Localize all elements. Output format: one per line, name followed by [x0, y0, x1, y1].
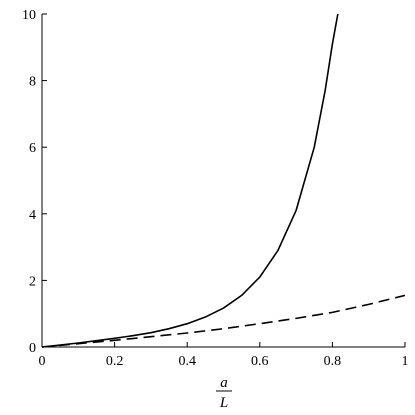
series-layer: [41, 13, 406, 348]
dashed-series-line: [41, 294, 406, 348]
x-tick-label: 0: [39, 354, 46, 369]
x-axis-label-numerator: a: [220, 375, 228, 391]
axes: [41, 14, 405, 348]
y-tick-label: 8: [29, 75, 36, 90]
solid-series-line: [41, 13, 339, 348]
x-tick-label: 0.6: [251, 354, 269, 369]
y-tick-label: 4: [29, 208, 36, 223]
y-tick-label: 0: [29, 341, 36, 356]
y-tick-label: 6: [29, 141, 36, 156]
y-tick-label: 2: [29, 274, 36, 289]
x-axis-label-denominator: L: [219, 395, 228, 411]
x-tick-label: 0.8: [324, 354, 342, 369]
x-tick-label: 1: [402, 354, 409, 369]
y-tick-label: 10: [22, 8, 36, 23]
x-tick-label: 0.2: [106, 354, 124, 369]
x-tick-label: 0.4: [178, 354, 196, 369]
x-axis-label: a L: [216, 375, 232, 411]
